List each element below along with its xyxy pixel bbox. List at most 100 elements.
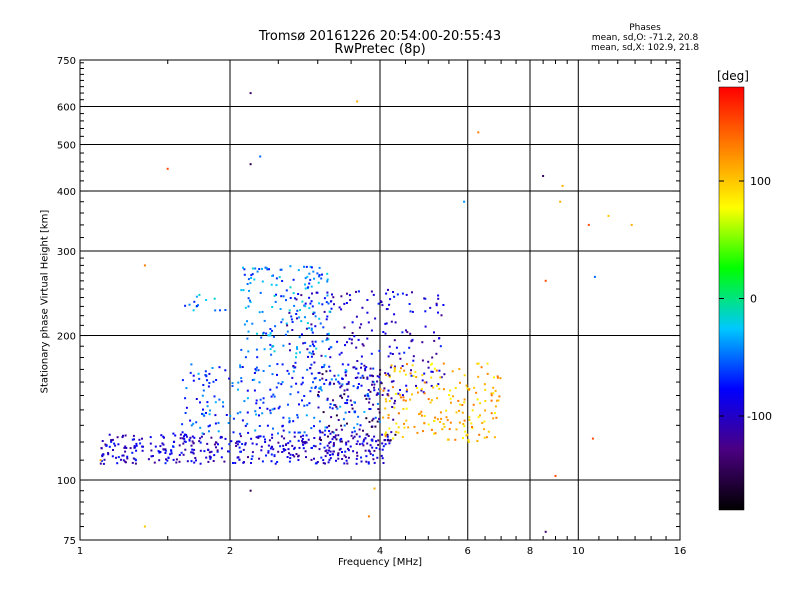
data-point (446, 438, 449, 441)
data-point (277, 382, 280, 385)
data-point (292, 278, 295, 281)
data-point (415, 384, 417, 387)
data-point (332, 431, 335, 434)
data-point (202, 384, 205, 386)
data-point (292, 420, 295, 423)
data-point (305, 265, 308, 268)
data-point (430, 363, 433, 366)
data-point (270, 283, 273, 286)
data-point (232, 462, 234, 464)
data-point (276, 373, 278, 376)
data-point (384, 407, 387, 410)
data-point (360, 460, 363, 463)
data-point (403, 369, 406, 372)
data-point (355, 433, 358, 436)
data-point (194, 457, 197, 459)
data-point (394, 365, 396, 368)
data-point (417, 391, 419, 394)
data-point (340, 428, 343, 431)
data-point (238, 440, 241, 443)
data-point (271, 373, 274, 376)
data-point (271, 436, 274, 439)
data-point (288, 309, 291, 312)
data-point (369, 390, 372, 393)
data-point (344, 411, 347, 414)
data-point (468, 388, 471, 391)
data-point (388, 375, 391, 378)
data-point (286, 456, 289, 458)
data-point (306, 322, 309, 325)
data-point (332, 436, 335, 438)
data-point (392, 418, 395, 421)
data-point (205, 375, 208, 378)
data-point (328, 424, 331, 427)
data-point (138, 438, 141, 441)
data-point (301, 300, 304, 303)
data-point (468, 418, 471, 421)
data-point (348, 337, 351, 340)
data-point (251, 273, 254, 276)
phase-o-stats: mean, sd,O: -71.2, 20.8 (591, 33, 699, 43)
data-point (273, 294, 276, 297)
data-point (254, 267, 257, 270)
data-point (280, 383, 283, 386)
data-point (325, 379, 328, 381)
data-point (370, 374, 373, 377)
data-point (350, 404, 353, 406)
data-point (308, 272, 311, 275)
data-point (317, 391, 320, 393)
data-point (203, 450, 206, 453)
data-point (310, 285, 313, 288)
data-point (362, 376, 365, 379)
data-point (382, 445, 385, 448)
data-point (331, 453, 334, 456)
data-point (164, 452, 167, 454)
data-point (373, 461, 376, 464)
data-point (275, 386, 278, 389)
data-point (304, 450, 307, 453)
data-point (244, 306, 247, 309)
data-point (266, 268, 269, 271)
data-point (321, 303, 324, 306)
data-point (297, 439, 300, 442)
data-point (366, 311, 369, 314)
data-point (347, 456, 350, 459)
data-point (254, 410, 257, 413)
data-point (430, 376, 433, 379)
data-point (381, 448, 384, 451)
data-point (191, 448, 194, 451)
data-point (412, 355, 415, 358)
data-point (323, 310, 326, 313)
data-point (476, 440, 479, 442)
data-point (475, 391, 478, 394)
data-point (165, 458, 167, 461)
data-point (351, 332, 354, 334)
data-point (345, 443, 348, 446)
data-point (249, 92, 252, 95)
data-point (346, 462, 349, 465)
data-point (313, 425, 315, 428)
data-point (477, 416, 480, 419)
data-point (242, 448, 245, 451)
data-point (494, 405, 497, 408)
data-point (348, 294, 351, 297)
data-point (197, 372, 200, 375)
data-point (214, 309, 217, 312)
data-point (305, 414, 308, 417)
data-point (326, 397, 329, 400)
data-point (232, 417, 235, 420)
data-point (195, 421, 198, 424)
data-point (143, 525, 146, 528)
data-point (350, 342, 353, 345)
data-point (285, 444, 287, 446)
data-point (306, 368, 309, 371)
data-point (388, 427, 391, 430)
data-point (299, 431, 302, 434)
data-point (465, 384, 468, 387)
data-point (243, 273, 246, 276)
data-point (272, 393, 275, 396)
data-point (262, 331, 265, 334)
data-point (316, 461, 319, 463)
data-point (278, 405, 281, 408)
data-point (188, 303, 191, 306)
